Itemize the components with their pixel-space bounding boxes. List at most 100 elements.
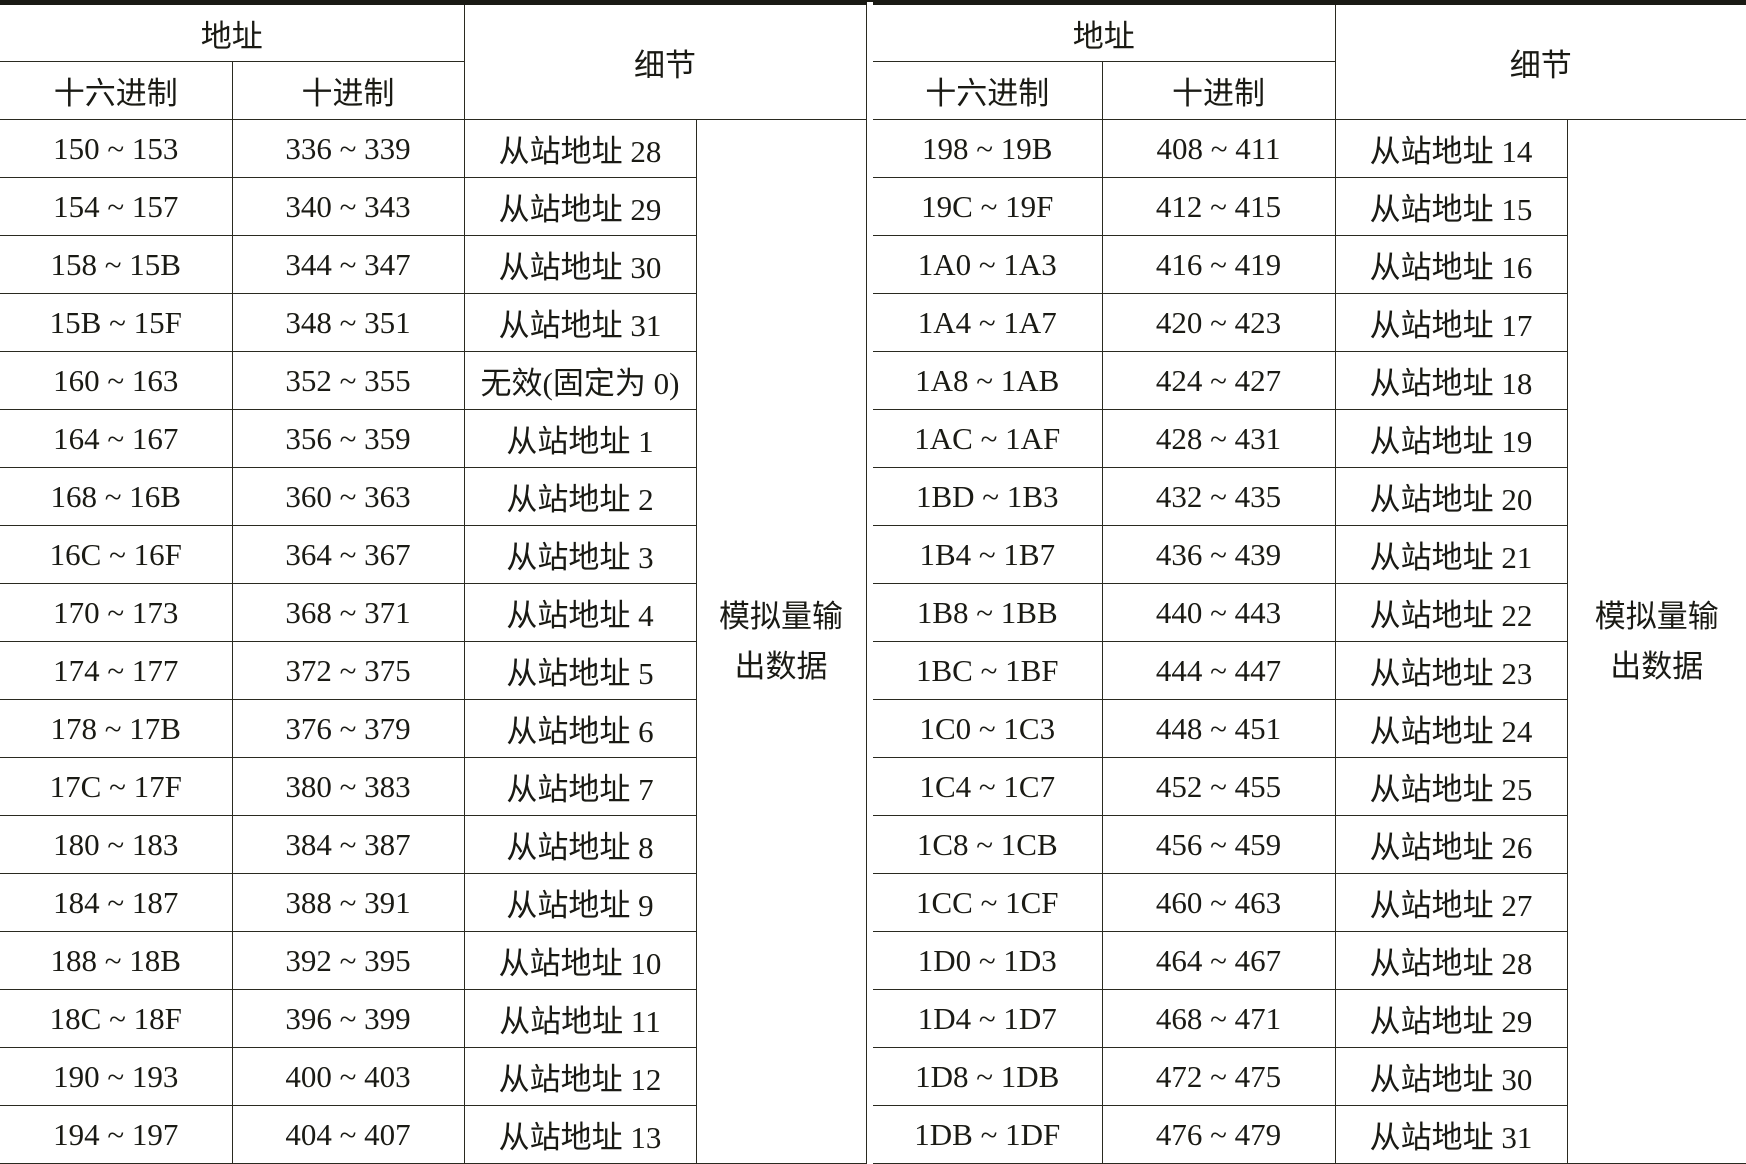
table-row: 1D8 ~ 1DB 472 ~ 475 从站地址 30 bbox=[873, 1047, 1746, 1106]
double-divider bbox=[866, 2, 873, 1163]
hex-range: 19C ~ 19F bbox=[873, 177, 1103, 236]
dec-range: 440 ~ 443 bbox=[1101, 583, 1336, 642]
hex-range: 190 ~ 193 bbox=[0, 1047, 233, 1106]
table-row: 1A0 ~ 1A3 416 ~ 419 从站地址 16 bbox=[873, 235, 1746, 294]
detail-cell: 从站地址 26 bbox=[1334, 815, 1568, 874]
table-row: 154 ~ 157 340 ~ 343 从站地址 29 bbox=[0, 177, 866, 236]
hex-range: 1CC ~ 1CF bbox=[873, 873, 1103, 932]
detail-cell: 从站地址 9 bbox=[463, 873, 697, 932]
hex-range: 154 ~ 157 bbox=[0, 177, 233, 236]
detail-cell: 从站地址 16 bbox=[1334, 235, 1568, 294]
hex-range: 1C8 ~ 1CB bbox=[873, 815, 1103, 874]
dec-range: 360 ~ 363 bbox=[231, 467, 465, 526]
detail-cell: 从站地址 1 bbox=[463, 409, 697, 468]
hex-range: 16C ~ 16F bbox=[0, 525, 233, 584]
detail-cell: 从站地址 7 bbox=[463, 757, 697, 816]
detail-cell: 从站地址 18 bbox=[1334, 351, 1568, 410]
detail-cell: 从站地址 19 bbox=[1334, 409, 1568, 468]
hex-range: 1A4 ~ 1A7 bbox=[873, 293, 1103, 352]
group-label: 模拟量输出数据 bbox=[1566, 119, 1746, 1164]
dec-range: 420 ~ 423 bbox=[1101, 293, 1336, 352]
table-row: 168 ~ 16B 360 ~ 363 从站地址 2 bbox=[0, 467, 866, 526]
hex-range: 168 ~ 16B bbox=[0, 467, 233, 526]
table-row: 198 ~ 19B 408 ~ 411 从站地址 14 模拟量输出数据 bbox=[873, 119, 1746, 1164]
header-hex: 十六进制 bbox=[0, 61, 233, 120]
table-row: 1A8 ~ 1AB 424 ~ 427 从站地址 18 bbox=[873, 351, 1746, 410]
table-row: 1BC ~ 1BF 444 ~ 447 从站地址 23 bbox=[873, 641, 1746, 700]
table-row: 150 ~ 153 336 ~ 339 从站地址 28 模拟量输出数据 bbox=[0, 119, 867, 1164]
detail-cell: 从站地址 13 bbox=[463, 1105, 697, 1164]
header-address: 地址 bbox=[873, 2, 1336, 62]
table-row: 190 ~ 193 400 ~ 403 从站地址 12 bbox=[0, 1047, 866, 1106]
header-detail: 细节 bbox=[463, 2, 867, 120]
dec-range: 376 ~ 379 bbox=[231, 699, 465, 758]
detail-cell: 从站地址 12 bbox=[463, 1047, 697, 1106]
table-row: 1C4 ~ 1C7 452 ~ 455 从站地址 25 bbox=[873, 757, 1746, 816]
table-row: 1C0 ~ 1C3 448 ~ 451 从站地址 24 bbox=[873, 699, 1746, 758]
table-row: 18C ~ 18F 396 ~ 399 从站地址 11 bbox=[0, 989, 866, 1048]
dec-range: 356 ~ 359 bbox=[231, 409, 465, 468]
hex-range: 180 ~ 183 bbox=[0, 815, 233, 874]
header-dec: 十进制 bbox=[1101, 61, 1336, 120]
table-row: 1AC ~ 1AF 428 ~ 431 从站地址 19 bbox=[873, 409, 1746, 468]
header-row: 地址 细节 bbox=[0, 2, 867, 120]
detail-cell: 从站地址 29 bbox=[463, 177, 697, 236]
detail-cell: 从站地址 31 bbox=[463, 293, 697, 352]
table-row: 17C ~ 17F 380 ~ 383 从站地址 7 bbox=[0, 757, 866, 816]
table-row: 1A4 ~ 1A7 420 ~ 423 从站地址 17 bbox=[873, 293, 1746, 352]
dec-range: 464 ~ 467 bbox=[1101, 931, 1336, 990]
detail-cell: 从站地址 2 bbox=[463, 467, 697, 526]
detail-cell: 从站地址 15 bbox=[1334, 177, 1568, 236]
dec-range: 368 ~ 371 bbox=[231, 583, 465, 642]
hex-range: 164 ~ 167 bbox=[0, 409, 233, 468]
dec-range: 460 ~ 463 bbox=[1101, 873, 1336, 932]
hex-range: 178 ~ 17B bbox=[0, 699, 233, 758]
address-table-left: 地址 细节 十六进制 十进制 150 ~ 153 336 ~ 339 从站地址 28 模拟量输… bbox=[0, 2, 867, 1164]
hex-range: 1D4 ~ 1D7 bbox=[873, 989, 1103, 1048]
hex-range: 170 ~ 173 bbox=[0, 583, 233, 642]
table-top-rule bbox=[0, 0, 1746, 3]
dec-range: 400 ~ 403 bbox=[231, 1047, 465, 1106]
detail-cell: 从站地址 22 bbox=[1334, 583, 1568, 642]
dec-range: 336 ~ 339 bbox=[231, 119, 465, 178]
header-dec: 十进制 bbox=[231, 61, 465, 120]
table-row: 164 ~ 167 356 ~ 359 从站地址 1 bbox=[0, 409, 866, 468]
detail-cell: 无效(固定为 0) bbox=[463, 351, 697, 410]
dec-range: 432 ~ 435 bbox=[1101, 467, 1336, 526]
dec-range: 436 ~ 439 bbox=[1101, 525, 1336, 584]
dec-range: 412 ~ 415 bbox=[1101, 177, 1336, 236]
detail-cell: 从站地址 20 bbox=[1334, 467, 1568, 526]
hex-range: 1A0 ~ 1A3 bbox=[873, 235, 1103, 294]
detail-cell: 从站地址 8 bbox=[463, 815, 697, 874]
dec-range: 380 ~ 383 bbox=[231, 757, 465, 816]
hex-range: 1B4 ~ 1B7 bbox=[873, 525, 1103, 584]
table-row: 1D0 ~ 1D3 464 ~ 467 从站地址 28 bbox=[873, 931, 1746, 990]
dec-range: 372 ~ 375 bbox=[231, 641, 465, 700]
detail-cell: 从站地址 4 bbox=[463, 583, 697, 642]
detail-cell: 从站地址 31 bbox=[1334, 1105, 1568, 1164]
detail-cell: 从站地址 30 bbox=[1334, 1047, 1568, 1106]
table-row: 1BD ~ 1B3 432 ~ 435 从站地址 20 bbox=[873, 467, 1746, 526]
header-address: 地址 bbox=[0, 2, 465, 62]
detail-cell: 从站地址 25 bbox=[1334, 757, 1568, 816]
detail-cell: 从站地址 27 bbox=[1334, 873, 1568, 932]
detail-cell: 从站地址 28 bbox=[463, 119, 697, 178]
hex-range: 1B8 ~ 1BB bbox=[873, 583, 1103, 642]
hex-range: 1C4 ~ 1C7 bbox=[873, 757, 1103, 816]
hex-range: 150 ~ 153 bbox=[0, 119, 233, 178]
header-hex: 十六进制 bbox=[873, 61, 1103, 120]
table-row: 1D4 ~ 1D7 468 ~ 471 从站地址 29 bbox=[873, 989, 1746, 1048]
group-label: 模拟量输出数据 bbox=[695, 119, 867, 1164]
dec-range: 444 ~ 447 bbox=[1101, 641, 1336, 700]
dec-range: 404 ~ 407 bbox=[231, 1105, 465, 1164]
table-row: 19C ~ 19F 412 ~ 415 从站地址 15 bbox=[873, 177, 1746, 236]
detail-cell: 从站地址 24 bbox=[1334, 699, 1568, 758]
table-row: 194 ~ 197 404 ~ 407 从站地址 13 bbox=[0, 1105, 866, 1164]
dec-range: 476 ~ 479 bbox=[1101, 1105, 1336, 1164]
detail-cell: 从站地址 21 bbox=[1334, 525, 1568, 584]
table-row: 1CC ~ 1CF 460 ~ 463 从站地址 27 bbox=[873, 873, 1746, 932]
dec-range: 428 ~ 431 bbox=[1101, 409, 1336, 468]
header-row: 十六进制 十进制 bbox=[873, 61, 1746, 120]
dec-range: 452 ~ 455 bbox=[1101, 757, 1336, 816]
hex-range: 1D0 ~ 1D3 bbox=[873, 931, 1103, 990]
